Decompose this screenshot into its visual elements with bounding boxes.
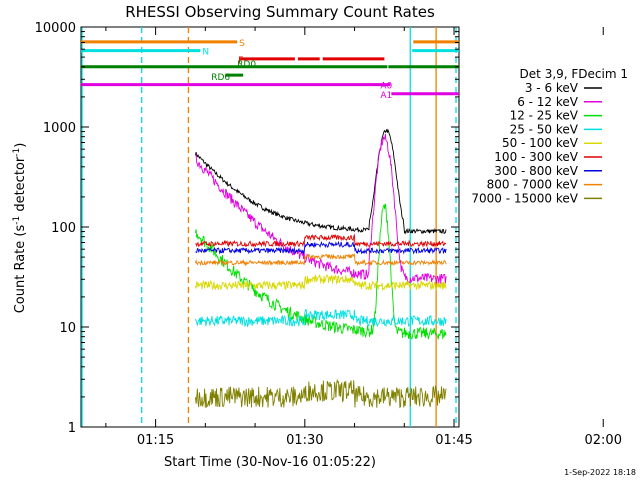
- series-line: [194, 378, 447, 409]
- series-line: [194, 203, 447, 340]
- legend-entry-label: 300 - 800 keV: [494, 164, 578, 178]
- flag-label: RD6: [211, 73, 230, 83]
- flag-label: S: [239, 39, 245, 49]
- series-line: [194, 309, 447, 328]
- legend-title: Det 3,9, FDecim 1: [520, 67, 628, 81]
- x-tick-label: 01:45: [435, 433, 472, 448]
- flag-label: A1: [380, 91, 392, 101]
- flag-label: N: [202, 48, 209, 58]
- series-line: [195, 233, 447, 248]
- y-tick-label: 1: [68, 421, 76, 436]
- x-tick-label: 02:00: [585, 433, 622, 448]
- series-line: [194, 253, 447, 267]
- series-line: [194, 128, 447, 235]
- x-axis-label: Start Time (30-Nov-16 01:05:22): [164, 455, 376, 470]
- flag-label: F: [238, 56, 243, 66]
- x-tick-label: 01:15: [137, 433, 174, 448]
- y-axis-label: Count Rate (s-1 detector-1): [12, 143, 28, 314]
- chart-title: RHESSI Observing Summary Count Rates: [125, 3, 435, 21]
- y-tick-label: 100: [51, 221, 76, 236]
- legend-entry-label: 3 - 6 keV: [525, 81, 579, 95]
- footer-date: 1-Sep-2022 18:18: [564, 468, 636, 477]
- y-tick-label: 10: [59, 321, 76, 336]
- flag-label: RD0: [237, 60, 256, 70]
- vertical-markers: [81, 27, 457, 427]
- plot-frame: [80, 26, 460, 428]
- x-tick-label: 01:30: [286, 433, 323, 448]
- legend-entry-label: 50 - 100 keV: [502, 136, 579, 150]
- flag-label: A0: [380, 82, 392, 92]
- y-axis-ticks: 1 10 100 1000 10000: [35, 21, 459, 436]
- legend-entry-label: 25 - 50 keV: [510, 122, 579, 136]
- y-tick-label: 10000: [35, 21, 76, 36]
- y-tick-label: 1000: [43, 121, 76, 136]
- series-line: [195, 133, 447, 285]
- legend-entry-label: 100 - 300 keV: [494, 150, 578, 164]
- legend-entry-label: 800 - 7000 keV: [487, 178, 579, 192]
- legend-entry-label: 7000 - 15000 keV: [471, 191, 578, 205]
- legend-entry-label: 6 - 12 keV: [517, 95, 579, 109]
- series-lines: [194, 128, 447, 409]
- legend-entry-label: 12 - 25 keV: [510, 109, 579, 123]
- series-line: [194, 274, 447, 292]
- series-line: [195, 240, 447, 255]
